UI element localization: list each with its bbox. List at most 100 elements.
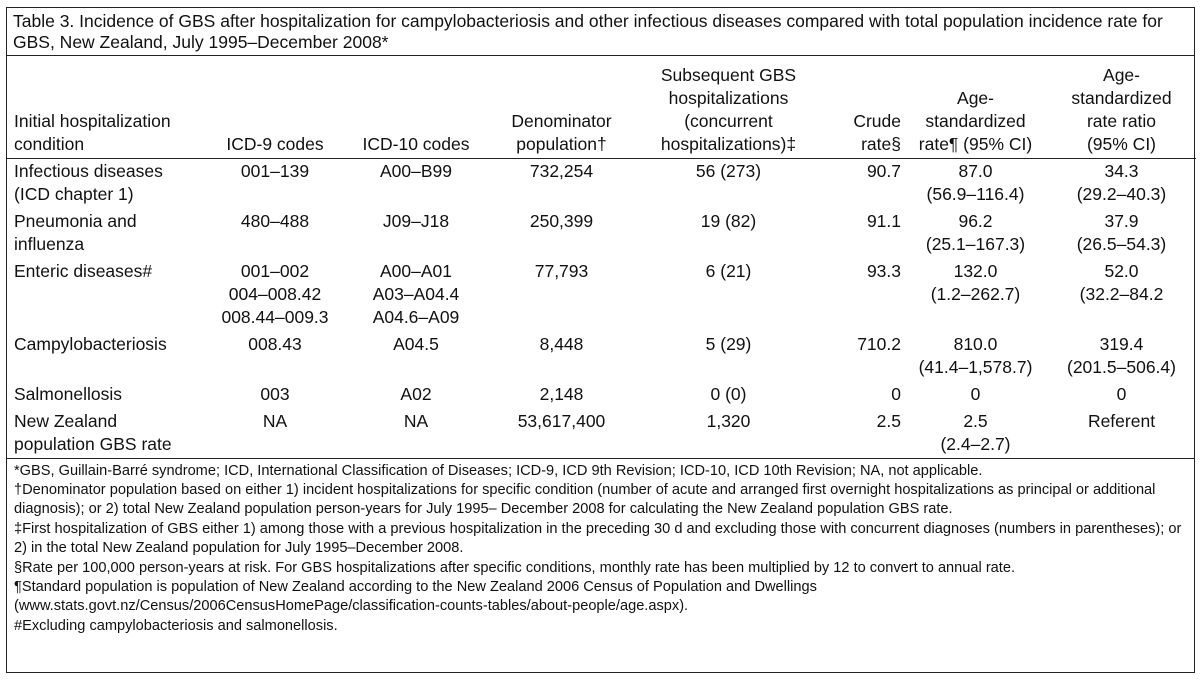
header-icd10: ICD-10 codes xyxy=(342,56,490,159)
cell-icd9: 008.43 xyxy=(208,332,342,382)
cell-line: J09–J18 xyxy=(382,210,450,231)
cell-line: 0 xyxy=(970,383,981,404)
cell-icd10: A00–B99 xyxy=(342,158,490,209)
table-title: Table 3. Incidence of GBS after hospital… xyxy=(7,8,1194,56)
cell-crude: 90.7 xyxy=(866,160,901,181)
footnote: ‡First hospitalization of GBS either 1) … xyxy=(14,520,1182,557)
cell-line: Enteric diseases# xyxy=(14,260,153,281)
header-subsequent: Subsequent GBS hospitalizations (concurren… xyxy=(633,56,824,159)
cell-line: 52.0 xyxy=(1104,260,1139,281)
header-line: population† xyxy=(516,133,607,154)
cell-condition: Campylobacteriosis xyxy=(7,332,208,382)
cell-ratio: 34.3 (29.2–40.3) xyxy=(1047,158,1196,209)
table-body: Infectious diseases (ICD chapter 1) 001–13… xyxy=(7,158,1196,458)
cell-line: (41.4–1,578.7) xyxy=(918,356,1033,377)
header-crude: Crude rate§ xyxy=(824,56,904,159)
header-line: rate ratio xyxy=(1086,110,1157,131)
header-line: ICD-10 codes xyxy=(362,133,470,154)
cell-line: 319.4 xyxy=(1099,333,1144,354)
cell-icd9: 480–488 xyxy=(208,209,342,259)
footnote: *GBS, Guillain-Barré syndrome; ICD, Inte… xyxy=(14,462,983,479)
cell-line: 132.0 xyxy=(953,260,998,281)
header-line: hospitalizations)‡ xyxy=(660,133,797,154)
cell-age-rate: 132.0 (1.2–262.7) xyxy=(904,259,1047,332)
cell-line: 001–139 xyxy=(240,160,310,181)
header-line: standardized xyxy=(925,110,1026,131)
cell-crude: 0 xyxy=(891,383,901,404)
cell-line: (29.2–40.3) xyxy=(1076,183,1167,204)
cell-age-rate: 2.5 (2.4–2.7) xyxy=(904,409,1047,458)
cell-ratio: 52.0 (32.2–84.2 xyxy=(1047,259,1196,332)
cell-line: Infectious diseases xyxy=(14,160,163,181)
cell-icd10: NA xyxy=(342,409,490,458)
cell-line: 87.0 xyxy=(958,160,993,181)
cell-line: (56.9–116.4) xyxy=(926,183,1025,204)
cell-icd9: 003 xyxy=(208,382,342,409)
cell-line: A00–A01 xyxy=(379,260,452,281)
table-row: Salmonellosis 003 A02 2,148 0 (0) 0 0 0 xyxy=(7,382,1196,409)
cell-crude: 93.3 xyxy=(866,260,901,281)
footnotes: *GBS, Guillain-Barré syndrome; ICD, Inte… xyxy=(7,457,1194,637)
cell-crude: 710.2 xyxy=(857,333,901,354)
cell-icd9: 001–139 xyxy=(208,158,342,209)
cell-line: 008.43 xyxy=(248,333,302,354)
cell-icd10: A00–A01 A03–A04.4 A04.6–A09 xyxy=(342,259,490,332)
cell-line: 004–008.42 xyxy=(228,283,322,304)
header-line: Subsequent GBS xyxy=(660,64,797,85)
cell-age-rate: 87.0 (56.9–116.4) xyxy=(904,158,1047,209)
cell-line: Salmonellosis xyxy=(14,383,122,404)
cell-line: A00–B99 xyxy=(379,160,452,181)
cell-line: 2.5 xyxy=(963,410,988,431)
header-line: Age- xyxy=(957,87,994,108)
table-row: Pneumonia and influenza 480–488 J09–J18 250,… xyxy=(7,209,1196,259)
header-line: standardized xyxy=(1071,87,1172,108)
cell-line: influenza xyxy=(14,233,85,254)
cell-line: 96.2 xyxy=(958,210,993,231)
cell-line: (2.4–2.7) xyxy=(940,433,1011,454)
cell-subsequent: 19 (82) xyxy=(700,210,757,231)
cell-line: New Zealand xyxy=(14,410,118,431)
cell-condition: Pneumonia and influenza xyxy=(7,209,208,259)
cell-line: A02 xyxy=(400,383,432,404)
cell-line: population GBS rate xyxy=(14,433,172,454)
cell-line: 34.3 xyxy=(1104,160,1139,181)
cell-line: Referent xyxy=(1087,410,1156,431)
table-row: Enteric diseases# 001–002 004–008.42 008.44… xyxy=(7,259,1196,332)
cell-condition: Infectious diseases (ICD chapter 1) xyxy=(7,158,208,209)
cell-subsequent: 6 (21) xyxy=(705,260,752,281)
header-denominator: Denominator population† xyxy=(490,56,633,159)
cell-line: 001–002 xyxy=(240,260,310,281)
cell-line: Pneumonia and xyxy=(14,210,137,231)
cell-denominator: 53,617,400 xyxy=(517,410,606,431)
footnote: †Denominator population based on either … xyxy=(14,481,1156,518)
cell-line: (201.5–506.4) xyxy=(1067,356,1176,377)
header-line: condition xyxy=(14,133,85,154)
footnote: ¶Standard population is population of Ne… xyxy=(14,578,817,615)
table-row: New Zealand population GBS rate NA NA 53,617… xyxy=(7,409,1196,458)
cell-denominator: 8,448 xyxy=(539,333,584,354)
cell-age-rate: 96.2 (25.1–167.3) xyxy=(904,209,1047,259)
header-line: (concurrent xyxy=(684,110,773,131)
header-row: Initial hospitalization condition ICD-9 c… xyxy=(7,56,1196,159)
cell-condition: Enteric diseases# xyxy=(7,259,208,332)
cell-ratio: 37.9 (26.5–54.3) xyxy=(1047,209,1196,259)
footnote: #Excluding campylobacteriosis and salmon… xyxy=(14,617,338,634)
cell-subsequent: 56 (273) xyxy=(695,160,762,181)
header-line: Crude xyxy=(853,110,901,131)
cell-line: 37.9 xyxy=(1104,210,1139,231)
header-line: (95% CI) xyxy=(1086,133,1157,154)
cell-icd10: J09–J18 xyxy=(342,209,490,259)
header-line: ICD-9 codes xyxy=(226,133,324,154)
cell-denominator: 250,399 xyxy=(529,210,594,231)
cell-condition: New Zealand population GBS rate xyxy=(7,409,208,458)
data-table: Initial hospitalization condition ICD-9 c… xyxy=(7,56,1196,458)
cell-ratio: 319.4 (201.5–506.4) xyxy=(1047,332,1196,382)
cell-denominator: 2,148 xyxy=(539,383,584,404)
cell-line: (25.1–167.3) xyxy=(925,233,1026,254)
cell-denominator: 732,254 xyxy=(529,160,594,181)
header-line: hospitalizations xyxy=(668,87,789,108)
cell-line: A04.6–A09 xyxy=(372,306,460,327)
cell-ratio: Referent xyxy=(1047,409,1196,458)
header-line: Age- xyxy=(1103,64,1140,85)
cell-line: 008.44–009.3 xyxy=(221,306,329,327)
